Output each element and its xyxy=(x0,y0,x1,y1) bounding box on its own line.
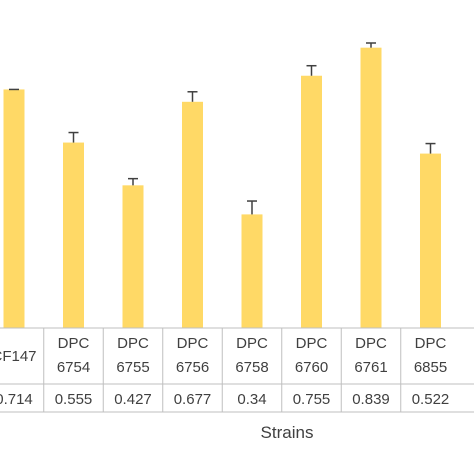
value-cell-5: 0.755 xyxy=(293,391,331,408)
category-label-1-line1: DPC xyxy=(58,335,90,352)
value-cell-6: 0.839 xyxy=(352,391,390,408)
error-bar-2 xyxy=(128,177,138,186)
value-cell-3: 0.677 xyxy=(174,391,212,408)
value-cell-4: 0.34 xyxy=(237,391,266,408)
category-label-2-line2: 6755 xyxy=(116,359,149,376)
bar-2 xyxy=(122,185,144,328)
value-cell-2: 0.427 xyxy=(114,391,152,408)
value-cell-0: 0.714 xyxy=(0,391,33,408)
category-label-5-line1: DPC xyxy=(296,335,328,352)
bar-4 xyxy=(241,214,263,328)
category-label-1-line2: 6754 xyxy=(57,359,90,376)
bar-5 xyxy=(301,75,322,328)
error-bar-6 xyxy=(366,42,376,48)
category-label-0: CF147 xyxy=(0,348,37,365)
category-label-4-line2: 6758 xyxy=(235,359,268,376)
bar-1 xyxy=(63,142,84,328)
category-label-5-line2: 6760 xyxy=(295,359,328,376)
error-bar-7 xyxy=(425,142,436,154)
error-bar-4 xyxy=(247,200,257,215)
error-bar-3 xyxy=(187,91,198,102)
bar-0 xyxy=(3,89,25,328)
error-bar-1 xyxy=(68,131,79,143)
error-bar-5 xyxy=(306,64,317,76)
category-label-2-line1: DPC xyxy=(117,335,149,352)
category-label-4-line1: DPC xyxy=(236,335,268,352)
x-axis-title: Strains xyxy=(261,423,314,442)
category-label-6-line2: 6761 xyxy=(354,359,387,376)
bar-3 xyxy=(182,101,203,328)
bar-7 xyxy=(420,153,441,328)
category-label-3-line2: 6756 xyxy=(176,359,209,376)
bar-6 xyxy=(360,47,382,328)
category-label-6-line1: DPC xyxy=(355,335,387,352)
error-bars-group xyxy=(9,42,436,215)
value-cell-7: 0.522 xyxy=(412,391,450,408)
category-label-3-line1: DPC xyxy=(177,335,209,352)
category-label-7-line1: DPC xyxy=(415,335,447,352)
bars-group xyxy=(3,47,441,328)
category-label-7-line2: 6855 xyxy=(414,359,447,376)
data-table: CF147 0.714 DPC 6754 0.555 DPC 6755 0.427 DPC 675… xyxy=(0,327,474,413)
value-cell-1: 0.555 xyxy=(55,391,93,408)
